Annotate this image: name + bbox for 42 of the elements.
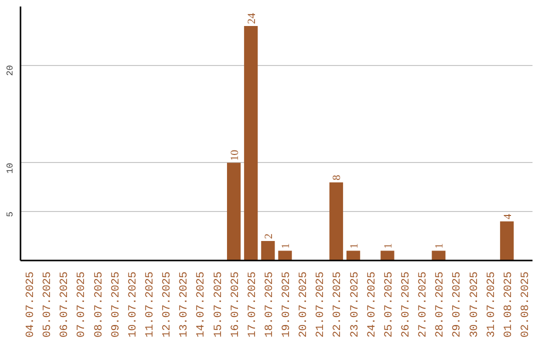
data-label: 2 <box>262 233 275 239</box>
data-label: 1 <box>382 243 394 249</box>
x-tick-label: 26.07.2025 <box>400 271 412 338</box>
y-tick-label: 20 <box>6 65 16 76</box>
data-label: 8 <box>331 174 344 180</box>
x-tick-label: 30.07.2025 <box>468 271 481 338</box>
x-tick-label: 28.07.2025 <box>434 271 447 338</box>
data-label: 1 <box>348 243 360 249</box>
x-tick-label: 04.07.2025 <box>25 271 38 338</box>
x-tick-label: 24.07.2025 <box>366 271 378 338</box>
data-label: 10 <box>228 149 241 161</box>
x-tick-label: 13.07.2025 <box>178 271 191 338</box>
x-tick-label: 17.07.2025 <box>246 271 259 338</box>
x-tick-label: 05.07.2025 <box>42 271 54 338</box>
x-tick-label: 12.07.2025 <box>162 271 174 338</box>
x-tick-label: 16.07.2025 <box>230 271 242 338</box>
y-tick-label: 5 <box>6 212 16 218</box>
data-label: 1 <box>280 243 292 249</box>
x-tick-label: 31.07.2025 <box>486 271 498 338</box>
x-tick-label: 14.07.2025 <box>196 271 208 338</box>
x-tick-label: 22.07.2025 <box>332 271 344 338</box>
data-label: 24 <box>246 12 258 24</box>
x-tick-label: 09.07.2025 <box>110 271 122 338</box>
x-tick-label: 08.07.2025 <box>93 271 106 338</box>
x-tick-label: 25.07.2025 <box>383 271 396 338</box>
x-tick-label: 27.07.2025 <box>418 271 430 338</box>
x-tick-label: 23.07.2025 <box>349 271 362 338</box>
x-tick-label: 02.08.2025 <box>520 271 532 338</box>
x-tick-label: 10.07.2025 <box>127 271 140 338</box>
x-tick-label: 11.07.2025 <box>144 271 156 338</box>
x-tick-label: 01.08.2025 <box>502 271 515 338</box>
x-tick-label: 07.07.2025 <box>76 271 88 338</box>
x-tick-label: 18.07.2025 <box>264 271 276 338</box>
data-label: 4 <box>502 213 514 220</box>
data-label: 1 <box>434 243 446 249</box>
x-tick-label: 29.07.2025 <box>452 271 464 338</box>
y-tick-label: 10 <box>6 162 16 174</box>
x-tick-label: 21.07.2025 <box>315 271 328 338</box>
x-tick-label: 06.07.2025 <box>59 271 72 338</box>
x-tick-label: 20.07.2025 <box>298 271 310 338</box>
x-tick-label: 19.07.2025 <box>281 271 294 338</box>
x-tick-label: 15.07.2025 <box>212 271 225 338</box>
